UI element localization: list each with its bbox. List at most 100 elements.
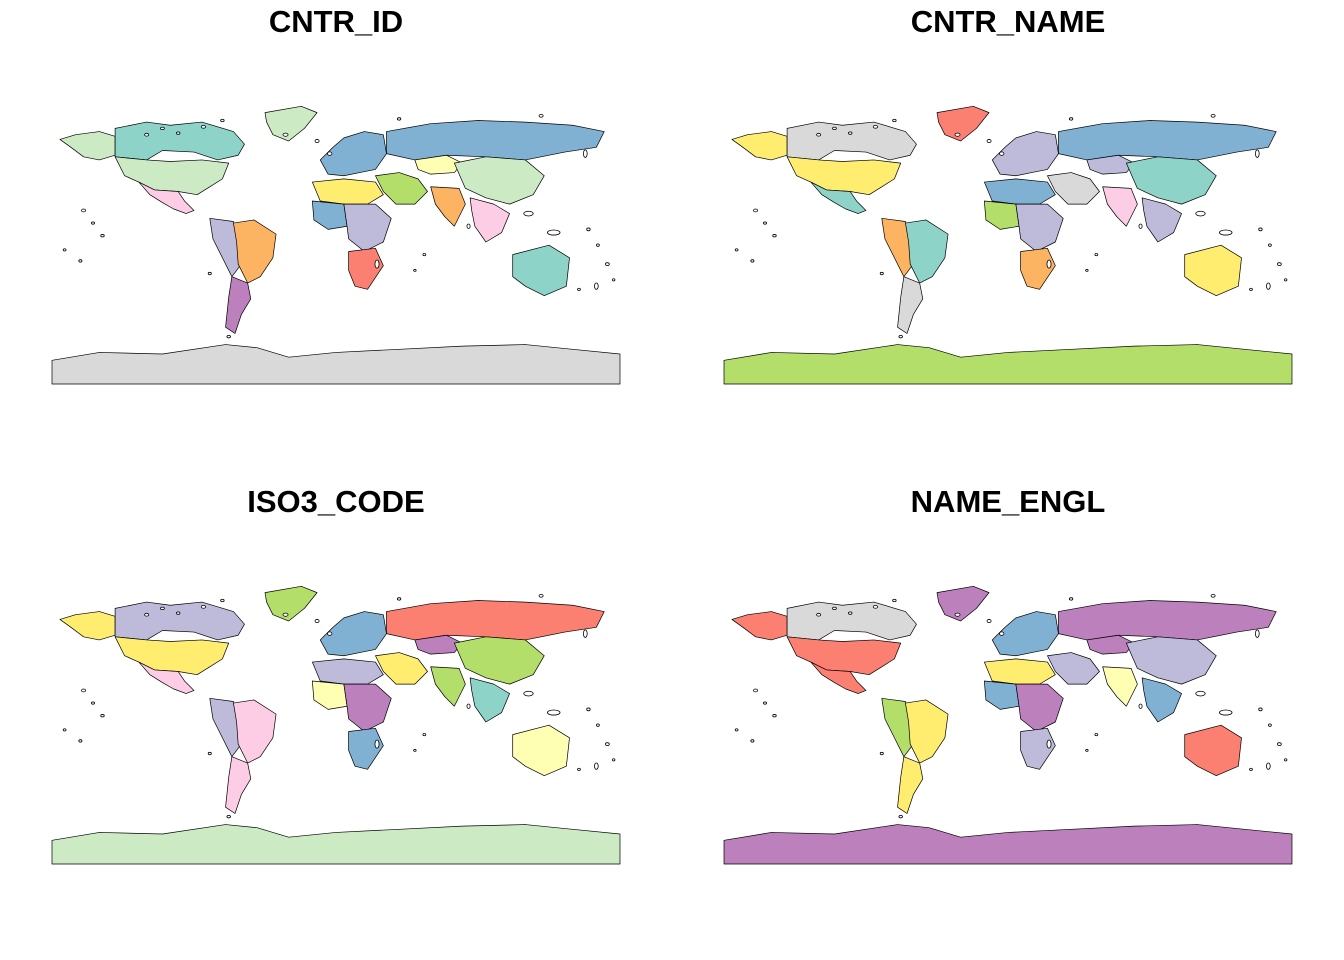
country-africa-central — [1016, 684, 1063, 731]
island — [208, 272, 211, 275]
map-panel-cntr-id: CNTR_ID — [0, 0, 672, 480]
island — [833, 127, 837, 130]
map-panel-name-engl: NAME_ENGL — [672, 480, 1344, 960]
country-north-america-west — [732, 132, 787, 160]
country-kazakhstan — [1087, 155, 1134, 174]
island — [893, 119, 896, 122]
country-middle-east — [1047, 173, 1099, 205]
country-north-america-west — [60, 612, 115, 640]
island — [91, 222, 94, 224]
island — [735, 729, 738, 731]
island — [1266, 763, 1270, 769]
island — [899, 815, 902, 818]
country-greenland — [265, 106, 317, 141]
island — [221, 599, 224, 602]
island — [1268, 244, 1271, 247]
island — [763, 702, 766, 704]
island — [1259, 708, 1262, 711]
country-australia — [513, 725, 570, 775]
country-australia — [1185, 725, 1242, 775]
island — [1255, 150, 1259, 158]
country-russia — [1058, 601, 1276, 640]
island — [161, 607, 165, 610]
island — [754, 209, 758, 212]
island — [221, 119, 224, 122]
country-antarctica — [52, 345, 620, 384]
island — [414, 269, 417, 271]
island — [578, 288, 581, 290]
country-canada — [787, 122, 916, 160]
country-china — [1126, 157, 1216, 204]
island — [539, 114, 543, 117]
country-mexico — [139, 662, 194, 694]
island — [1266, 283, 1270, 289]
world-map — [52, 580, 620, 864]
island — [848, 132, 851, 135]
island — [1219, 710, 1232, 715]
island — [899, 335, 902, 338]
country-greenland — [937, 106, 989, 141]
island — [227, 335, 230, 338]
island — [1250, 768, 1253, 770]
country-usa — [115, 637, 229, 675]
country-canada — [115, 122, 244, 160]
island — [583, 150, 587, 158]
country-se-asia — [1142, 678, 1181, 722]
country-se-asia — [1142, 198, 1181, 242]
island — [145, 133, 149, 136]
island — [1047, 740, 1051, 748]
island — [578, 768, 581, 770]
island — [101, 234, 104, 237]
island — [397, 598, 400, 601]
country-africa-west — [312, 201, 347, 229]
island — [1069, 118, 1072, 121]
island — [587, 708, 590, 711]
island — [524, 211, 533, 216]
country-middle-east — [375, 653, 427, 685]
island — [1255, 630, 1259, 638]
island — [423, 254, 426, 256]
island — [1047, 260, 1051, 268]
island — [375, 260, 379, 268]
country-china — [454, 637, 544, 684]
island — [1250, 288, 1253, 290]
island — [987, 619, 991, 622]
island — [873, 125, 877, 128]
country-north-america-west — [60, 132, 115, 160]
country-middle-east — [375, 173, 427, 205]
island — [596, 724, 599, 727]
island — [63, 249, 66, 251]
country-kazakhstan — [1087, 635, 1134, 654]
map-panel-cntr-name: CNTR_NAME — [672, 0, 1344, 480]
island — [176, 132, 179, 135]
island — [1219, 230, 1232, 235]
island — [833, 607, 837, 610]
panel-title: NAME_ENGL — [910, 484, 1106, 519]
country-usa — [787, 637, 901, 675]
island — [605, 743, 609, 746]
country-africa-west — [984, 681, 1019, 709]
country-north-america-west — [732, 612, 787, 640]
country-brazil — [905, 220, 948, 283]
country-russia — [386, 121, 604, 160]
island — [1095, 734, 1098, 736]
country-africa-north — [984, 659, 1055, 684]
island — [283, 613, 288, 616]
country-argentina — [226, 277, 251, 334]
island — [208, 752, 211, 755]
map-panel-iso3-code: ISO3_CODE — [0, 480, 672, 960]
country-africa-north — [312, 179, 383, 204]
island — [848, 612, 851, 615]
world-map — [724, 580, 1292, 864]
country-middle-east — [1047, 653, 1099, 685]
island — [91, 702, 94, 704]
country-argentina — [898, 277, 923, 334]
country-greenland — [937, 586, 989, 621]
country-russia — [386, 601, 604, 640]
country-mexico — [811, 662, 866, 694]
island — [955, 133, 960, 136]
island — [751, 260, 754, 263]
island — [1277, 263, 1281, 266]
country-africa-north — [984, 179, 1055, 204]
island — [227, 815, 230, 818]
